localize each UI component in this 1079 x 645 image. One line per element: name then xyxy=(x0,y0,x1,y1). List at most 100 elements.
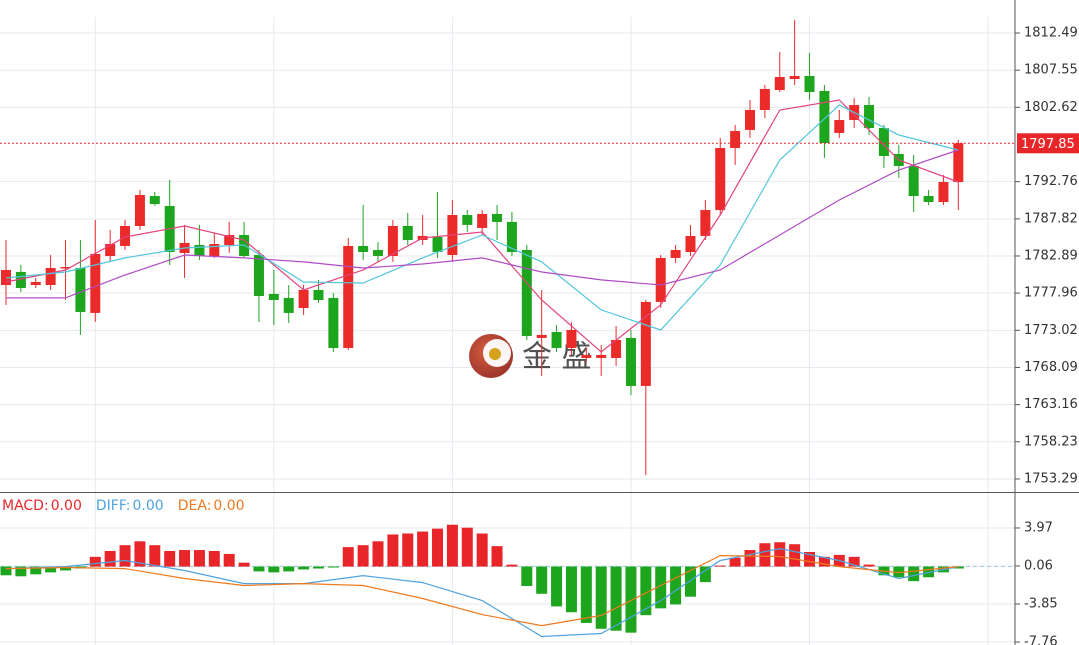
macd-legend: MACD: 0.00 DIFF: 0.00 DEA: 0.00 xyxy=(2,498,245,514)
logo-dot xyxy=(489,348,501,360)
macd-bar xyxy=(30,566,42,575)
candle-body xyxy=(268,293,279,300)
macd-bar xyxy=(848,556,860,567)
indicator-line xyxy=(6,149,959,299)
candle-body xyxy=(432,236,443,252)
candle-body xyxy=(298,289,309,308)
candle-body xyxy=(120,225,131,246)
candle-body xyxy=(536,334,547,338)
candle-body xyxy=(75,267,86,312)
macd-bar xyxy=(670,566,682,605)
candle-body xyxy=(789,76,800,80)
candle-body xyxy=(283,297,294,313)
y-tick-label: 1777.96 xyxy=(1024,286,1078,301)
macd-bar xyxy=(342,547,354,567)
legend-name: DEA: xyxy=(178,498,212,514)
macd-bar xyxy=(774,542,786,567)
candle-body xyxy=(804,76,815,92)
macd-bar xyxy=(179,550,191,567)
macd-bar xyxy=(684,566,696,597)
macd-bar xyxy=(134,541,146,567)
indicator-line xyxy=(5,104,959,331)
indicator-line xyxy=(5,99,959,353)
macd-bar xyxy=(625,566,637,633)
macd-bar xyxy=(402,533,414,567)
y-tick-label: 1802.62 xyxy=(1024,100,1078,115)
candle-body xyxy=(45,267,56,285)
macd-bar xyxy=(417,531,429,567)
macd-panel xyxy=(0,524,1015,638)
macd-bar xyxy=(312,566,324,569)
candle-body xyxy=(670,249,681,258)
macd-bar xyxy=(476,533,488,567)
candle-body xyxy=(328,297,339,348)
candle-body xyxy=(745,109,755,130)
y-tick-label: 3.97 xyxy=(1024,520,1053,535)
y-tick-label: -3.85 xyxy=(1024,596,1058,611)
candle-body xyxy=(581,354,592,358)
macd-bar xyxy=(283,566,295,572)
y-tick-label: 1773.02 xyxy=(1024,323,1078,338)
macd-bar xyxy=(238,562,250,567)
macd-bar xyxy=(744,550,756,567)
last-price-label: 1797.85 xyxy=(1021,137,1075,152)
candle-body xyxy=(596,354,607,358)
candle-body xyxy=(625,337,636,386)
macd-bar xyxy=(863,564,875,567)
macd-bar xyxy=(461,527,473,567)
last-price-box xyxy=(1017,133,1079,154)
candle-body xyxy=(864,105,875,128)
macd-bar xyxy=(208,551,220,567)
y-tick-label: -7.76 xyxy=(1024,634,1058,645)
candle-body xyxy=(224,234,235,245)
macd-bar xyxy=(60,566,72,571)
candle-body xyxy=(477,213,488,228)
candle-body xyxy=(149,196,160,205)
macd-bar xyxy=(0,566,12,576)
macd-bar xyxy=(699,566,711,583)
candle-body xyxy=(521,249,532,336)
candle-body xyxy=(194,244,205,256)
macd-bar xyxy=(491,546,503,567)
y-tick-label: 1787.82 xyxy=(1024,211,1078,226)
macd-bar xyxy=(164,551,176,567)
macd-bar xyxy=(223,553,235,567)
macd-bar xyxy=(640,566,652,616)
macd-bar xyxy=(565,566,577,613)
macd-bar xyxy=(372,541,384,567)
candle-body xyxy=(358,245,369,252)
candle-body xyxy=(462,215,473,225)
candle-body xyxy=(492,213,503,222)
candle-body xyxy=(387,225,398,256)
candle-body xyxy=(551,331,562,348)
macd-bar xyxy=(298,566,310,570)
candle-body xyxy=(685,235,696,252)
macd-bar xyxy=(551,566,563,607)
macd-bar xyxy=(923,566,935,578)
y-tick-label: 1782.89 xyxy=(1024,248,1078,263)
candle-body xyxy=(640,301,651,386)
candle-body xyxy=(90,253,101,313)
macd-bar xyxy=(253,566,265,572)
candle-body xyxy=(373,249,383,256)
macd-bar xyxy=(506,564,518,567)
macd-bar xyxy=(268,566,280,573)
candle-body xyxy=(313,289,324,300)
candle-body xyxy=(402,225,413,241)
candle-body xyxy=(566,329,577,348)
macd-bar xyxy=(759,543,771,567)
y-tick-label: 0.06 xyxy=(1024,558,1053,573)
candle-body xyxy=(343,245,354,348)
y-tick-label: 1792.76 xyxy=(1024,174,1078,189)
macd-bar xyxy=(580,566,592,623)
macd-bar xyxy=(432,528,444,567)
candle-body xyxy=(209,244,220,256)
candle-body xyxy=(655,257,666,302)
watermark: 金 盛 xyxy=(469,334,592,378)
macd-bar xyxy=(818,556,830,567)
candle-body xyxy=(15,271,26,288)
macd-bar xyxy=(952,566,964,569)
candle-body xyxy=(953,143,964,183)
macd-bar xyxy=(536,566,548,594)
candle-body xyxy=(908,165,919,197)
